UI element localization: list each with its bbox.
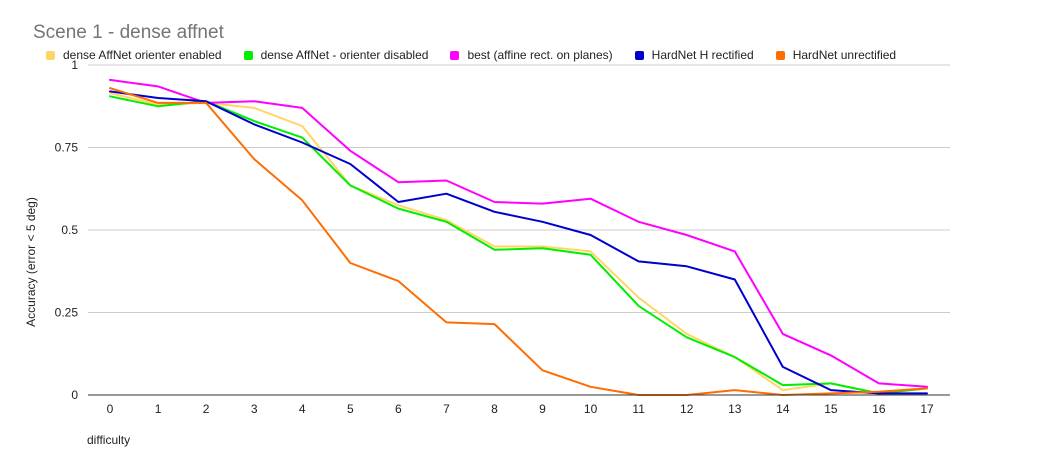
x-tick-label: 4 [299, 402, 306, 416]
x-tick-label: 12 [680, 402, 694, 416]
y-tick-label: 0.25 [55, 306, 79, 320]
chart-title: Scene 1 - dense affnet [33, 22, 224, 43]
series-line[interactable] [109, 90, 928, 395]
x-tick-label: 7 [443, 402, 450, 416]
legend-label: dense AffNet orienter enabled [63, 48, 222, 62]
legend-item-orienter-disabled[interactable]: dense AffNet - orienter disabled [243, 48, 429, 62]
x-tick-label: 9 [539, 402, 546, 416]
y-tick-label: 0.75 [55, 141, 79, 155]
x-tick-label: 17 [920, 402, 934, 416]
series-line[interactable] [109, 95, 928, 395]
y-tick-label: 0.5 [61, 223, 78, 237]
x-tick-label: 3 [251, 402, 258, 416]
legend-swatch [450, 50, 460, 60]
x-tick-label: 16 [872, 402, 886, 416]
legend-swatch [634, 50, 644, 60]
x-tick-label: 15 [824, 402, 838, 416]
y-axis-title: Accuracy (error < 5 deg) [24, 197, 38, 327]
y-tick-label: 1 [71, 58, 78, 72]
x-tick-label: 10 [584, 402, 598, 416]
legend-label: HardNet unrectified [792, 48, 897, 62]
legend-item-hardnet-unrectified[interactable]: HardNet unrectified [775, 48, 897, 62]
legend-item-orienter-enabled[interactable]: dense AffNet orienter enabled [46, 48, 222, 62]
gridlines [88, 64, 950, 313]
x-tick-label: 0 [107, 402, 114, 416]
x-tick-label: 1 [155, 402, 162, 416]
legend: dense AffNet orienter enabled dense AffN… [46, 48, 918, 62]
x-axis-title: difficulty [87, 433, 131, 447]
x-tick-label: 14 [776, 402, 790, 416]
legend-label: HardNet H rectified [651, 48, 754, 62]
x-tick-label: 6 [395, 402, 402, 416]
legend-swatch [46, 50, 55, 60]
x-tick-label: 13 [728, 402, 742, 416]
x-tick-label: 2 [203, 402, 210, 416]
legend-swatch [243, 50, 253, 60]
x-tick-label: 11 [632, 402, 645, 416]
series-line[interactable] [109, 78, 928, 388]
series-line[interactable] [109, 87, 928, 396]
series-lines [109, 78, 928, 396]
legend-item-best[interactable]: best (affine rect. on planes) [450, 48, 613, 62]
y-tick-label: 0 [71, 388, 78, 402]
legend-item-hardnet-h-rectified[interactable]: HardNet H rectified [634, 48, 754, 62]
x-tick-label: 5 [347, 402, 354, 416]
series-line[interactable] [109, 92, 928, 395]
x-tick-label: 8 [491, 402, 498, 416]
legend-label: best (affine rect. on planes) [467, 48, 613, 62]
legend-label: dense AffNet - orienter disabled [260, 48, 429, 62]
legend-swatch [775, 50, 785, 60]
